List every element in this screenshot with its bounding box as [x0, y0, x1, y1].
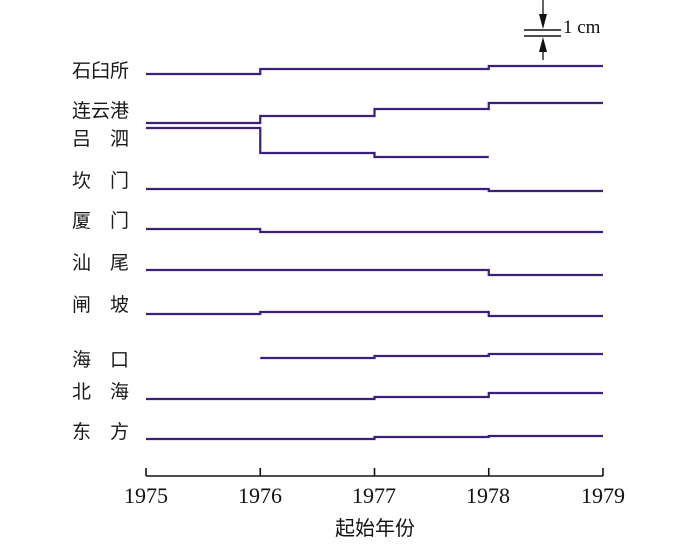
x-tick-1976: 1976 [238, 483, 282, 508]
station-label-lianyungang: 连云港 [72, 100, 130, 122]
series-line-5 [146, 268, 603, 277]
series-line-0 [146, 64, 603, 76]
x-tick-1978: 1978 [466, 483, 510, 508]
arrow-up-icon [539, 37, 547, 52]
x-tick-1975: 1975 [124, 483, 168, 508]
station-label-haikou: 海 口 [72, 349, 130, 371]
station-label-beihai: 北 海 [72, 381, 130, 403]
series-line-2 [146, 126, 489, 159]
station-label-zhapo: 闸 坡 [72, 294, 130, 316]
x-tick-1977: 1977 [352, 483, 396, 508]
series-line-9 [146, 434, 603, 441]
x-tick-1979: 1979 [581, 483, 625, 508]
series-line-7 [260, 352, 603, 360]
series-line-4 [146, 227, 603, 234]
x-axis-title: 起始年份 [335, 516, 415, 540]
scale-bar-label: 1 cm [563, 17, 601, 38]
series-line-3 [146, 187, 603, 193]
station-label-shijiusuo: 石臼所 [72, 60, 130, 82]
station-label-shanwei: 汕 尾 [72, 252, 130, 274]
arrow-down-icon [539, 14, 547, 29]
series-line-8 [146, 391, 603, 401]
station-label-kanmen: 坎 门 [72, 170, 130, 192]
station-label-lvsi: 吕 泗 [72, 128, 130, 150]
station-label-xiamen: 厦 门 [72, 210, 130, 232]
series-line-6 [146, 310, 603, 318]
station-label-dongfang: 东 方 [72, 421, 130, 443]
series-line-1 [146, 101, 603, 125]
